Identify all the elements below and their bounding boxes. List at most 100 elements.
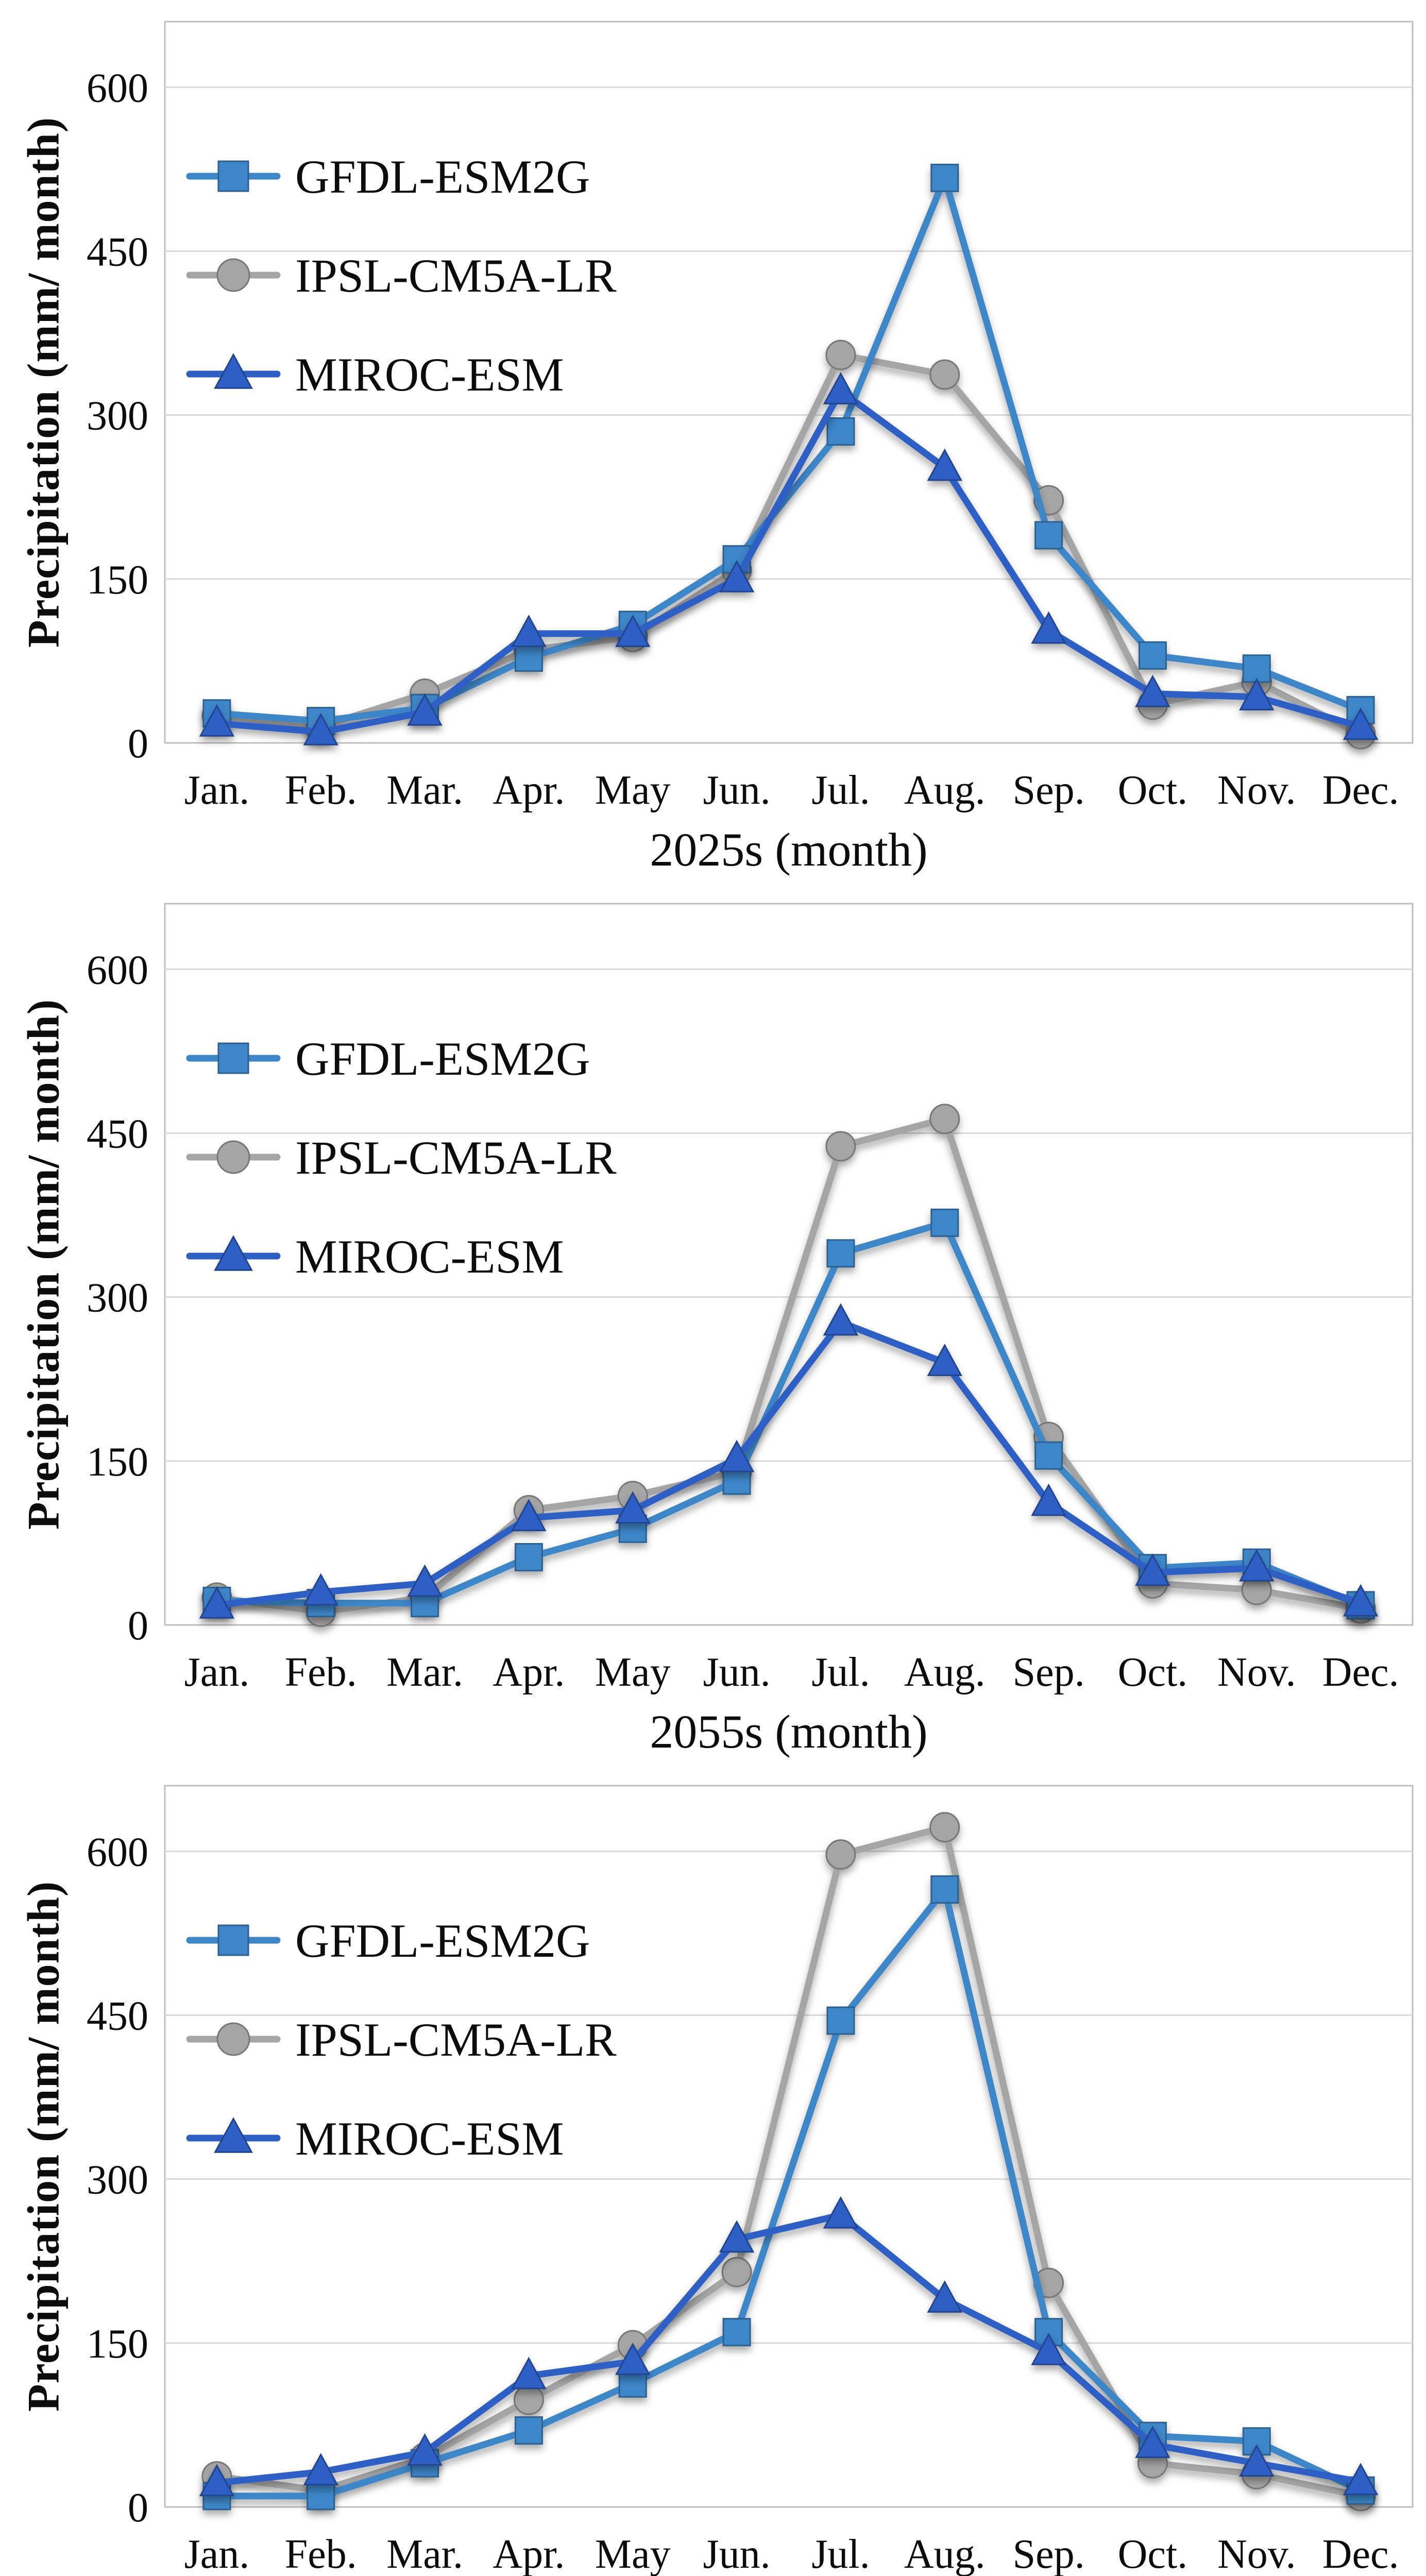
x-tick-label: Feb. <box>285 1650 357 1695</box>
legend-item: MIROC-ESM <box>186 2112 564 2165</box>
data-point-marker-triangle <box>199 2464 235 2497</box>
data-point-marker-triangle <box>511 1499 547 1532</box>
legend-label: IPSL-CM5A-LR <box>295 249 617 302</box>
data-point-marker-square <box>826 417 855 446</box>
chart-2025s-plot: 0 150 300 450 600 Jan. Feb. Mar. Apr. May Jun. Jul.… <box>87 21 1414 813</box>
legend-item: GFDL-ESM2G <box>186 1914 590 1967</box>
data-point-marker-triangle <box>1031 611 1066 644</box>
y-tick-label: 0 <box>128 1603 148 1649</box>
legend-item: IPSL-CM5A-LR <box>186 1131 617 1184</box>
data-point-marker-triangle <box>1343 2463 1379 2496</box>
legend-label: MIROC-ESM <box>295 2112 564 2165</box>
plot-border <box>164 1785 1414 2508</box>
data-point-marker-square <box>826 2006 855 2035</box>
chart-2025s: 0 150 300 450 600 Jan. Feb. Mar. Apr. May Jun. Jul.… <box>0 0 1426 882</box>
series-line <box>213 1886 1364 2500</box>
legend-label: GFDL-ESM2G <box>295 1032 590 1085</box>
x-tick-label: May <box>595 768 671 813</box>
x-tick-label: Jan. <box>184 1650 250 1695</box>
data-point-marker-circle <box>513 2384 544 2415</box>
x-tick-label: Mar. <box>386 1650 463 1695</box>
data-point-marker-square <box>217 1924 249 1956</box>
data-point-marker-circle <box>929 359 960 390</box>
x-tick-label: Aug. <box>904 768 986 813</box>
chart-2085s-plot: 0 150 300 450 600 Jan. Feb. Mar. Apr. May Jun. Jul.… <box>87 1785 1414 2576</box>
y-tick-label: 450 <box>87 229 148 275</box>
legend-item: IPSL-CM5A-LR <box>186 249 617 302</box>
y-tick-label: 150 <box>87 557 148 603</box>
data-point-marker-triangle <box>1031 1483 1066 1516</box>
x-tick-label: Jul. <box>811 1650 870 1695</box>
legend-item: GFDL-ESM2G <box>186 150 590 203</box>
data-point-marker-square <box>514 1543 543 1571</box>
data-point-marker-triangle <box>407 693 443 726</box>
x-tick-label: Aug. <box>904 2532 986 2576</box>
x-tick-label: Apr. <box>493 1650 565 1695</box>
data-point-marker-triangle <box>615 1491 651 1524</box>
legend-label: MIROC-ESM <box>295 1230 564 1283</box>
data-point-marker-square <box>930 1875 959 1904</box>
y-tick-label: 0 <box>128 2485 148 2531</box>
data-point-marker-square <box>514 2416 543 2445</box>
data-point-marker-square <box>217 1042 249 1074</box>
data-point-marker-triangle <box>199 704 235 737</box>
y-tick-label: 300 <box>87 1276 148 1321</box>
data-point-marker-circle <box>825 1839 856 1870</box>
legend-label: GFDL-ESM2G <box>295 150 590 203</box>
x-tick-label: Dec. <box>1322 2532 1399 2576</box>
data-point-marker-triangle <box>823 372 859 404</box>
x-tick-label: Nov. <box>1217 1650 1296 1695</box>
data-point-marker-triangle <box>1135 1553 1170 1586</box>
data-point-marker-triangle <box>1343 707 1379 740</box>
data-point-marker-circle <box>721 2257 752 2287</box>
plot-border <box>164 21 1414 744</box>
series-line <box>213 1318 1364 1609</box>
data-point-marker-triangle <box>823 2196 859 2229</box>
x-axis-title: 2025s (month) <box>650 823 928 876</box>
x-tick-label: Sep. <box>1013 2532 1085 2576</box>
plot-border <box>164 903 1414 1626</box>
x-tick-label: Oct. <box>1118 2532 1188 2576</box>
chart-2085s: 0 150 300 450 600 Jan. Feb. Mar. Apr. May Jun. Jul.… <box>0 1764 1426 2576</box>
x-tick-label: Nov. <box>1217 768 1296 813</box>
data-point-marker-triangle <box>1239 677 1275 710</box>
x-tick-label: Oct. <box>1118 1650 1188 1695</box>
x-tick-label: Jul. <box>811 2532 870 2576</box>
x-tick-label: Sep. <box>1013 1650 1085 1695</box>
data-point-marker-square <box>1034 1441 1063 1470</box>
data-point-marker-square <box>307 2482 335 2511</box>
y-tick-label: 150 <box>87 1439 148 1485</box>
y-axis-title: Precipitation (mm/ month) <box>19 116 69 648</box>
y-tick-label: 450 <box>87 1111 148 1157</box>
data-point-marker-triangle <box>511 614 547 647</box>
data-point-marker-circle <box>825 1131 856 1162</box>
y-tick-label: 450 <box>87 1993 148 2039</box>
x-tick-label: Feb. <box>285 2532 357 2576</box>
data-point-marker-triangle <box>1343 1584 1379 1617</box>
legend-label: MIROC-ESM <box>295 348 564 401</box>
x-tick-label: Aug. <box>904 1650 986 1695</box>
data-point-marker-triangle <box>511 2357 547 2389</box>
data-point-marker-triangle <box>214 1235 253 1271</box>
series-line <box>213 2212 1364 2486</box>
x-tick-label: Jun. <box>703 1650 771 1695</box>
data-point-marker-triangle <box>303 713 338 745</box>
legend-label: IPSL-CM5A-LR <box>295 1131 617 1184</box>
legend: GFDL-ESM2G IPSL-CM5A-LR MIROC-ESM <box>186 1032 617 1283</box>
x-tick-label: May <box>595 2532 671 2576</box>
x-tick-label: Feb. <box>285 768 357 813</box>
x-axis-title: 2055s (month) <box>650 1705 928 1758</box>
data-point-marker-circle <box>216 1140 250 1174</box>
data-point-marker-triangle <box>1135 2426 1170 2459</box>
data-point-marker-triangle <box>407 2433 443 2466</box>
legend: GFDL-ESM2G IPSL-CM5A-LR MIROC-ESM <box>186 1914 617 2165</box>
data-point-marker-square <box>514 643 543 672</box>
x-tick-label: Apr. <box>493 2532 565 2576</box>
data-point-marker-circle <box>929 1104 960 1134</box>
series-line <box>213 174 1364 725</box>
data-point-marker-square <box>930 163 959 192</box>
data-point-marker-triangle <box>719 560 755 592</box>
data-point-marker-triangle <box>214 2117 253 2153</box>
y-tick-label: 300 <box>87 2158 148 2203</box>
